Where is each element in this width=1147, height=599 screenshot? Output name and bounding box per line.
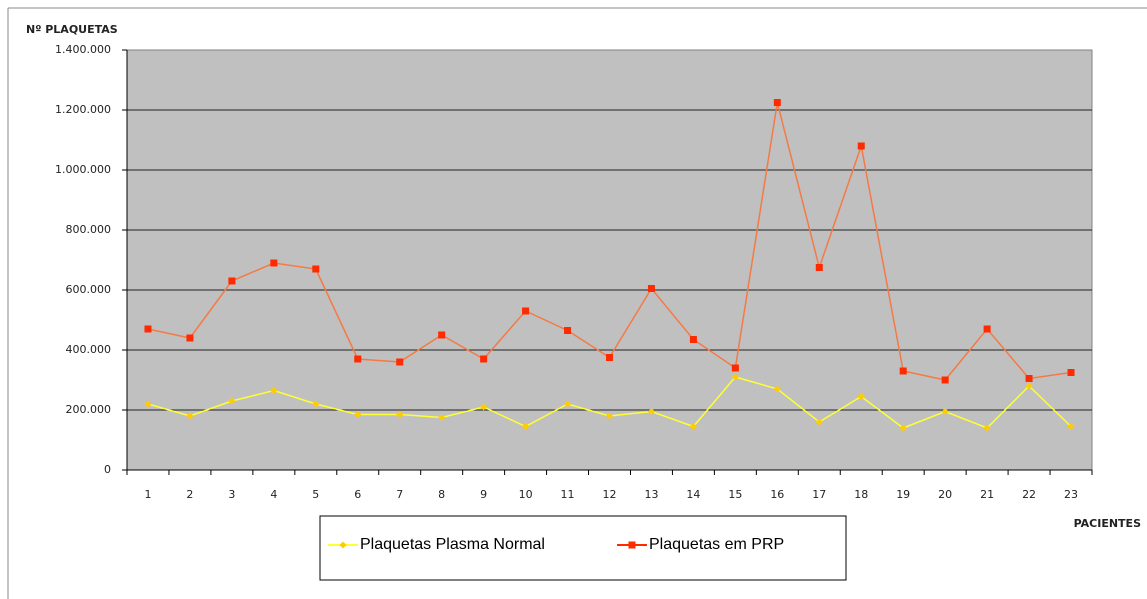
point	[312, 400, 320, 408]
point	[312, 265, 320, 273]
point	[270, 259, 278, 267]
point	[1025, 382, 1033, 390]
point	[354, 411, 362, 418]
point	[564, 400, 572, 408]
x-tick-label: 9	[480, 488, 487, 501]
x-tick-label: 12	[603, 488, 617, 501]
y-axis-title: Nº PLAQUETAS	[26, 23, 118, 36]
point	[228, 397, 236, 405]
point	[689, 336, 697, 343]
point	[815, 264, 823, 271]
y-tick-label: 1.000.000	[55, 163, 111, 176]
point	[773, 99, 781, 106]
point	[689, 423, 697, 430]
x-tick-label: 5	[312, 488, 319, 501]
x-axis-title: PACIENTES	[1074, 517, 1141, 530]
point	[647, 408, 655, 415]
x-tick-label: 18	[854, 488, 868, 501]
x-tick-label: 8	[438, 488, 445, 501]
x-tick-label: 23	[1064, 488, 1078, 501]
point	[606, 412, 613, 420]
point	[941, 376, 949, 384]
x-tick-label: 13	[644, 488, 658, 501]
x-tick-label: 17	[812, 488, 826, 501]
y-tick-label: 200.000	[66, 403, 112, 416]
point	[628, 541, 636, 549]
point	[983, 325, 991, 333]
point	[815, 418, 823, 426]
y-tick-label: 400.000	[66, 343, 112, 356]
point	[228, 277, 236, 285]
point	[941, 408, 949, 415]
y-tick-label: 1.200.000	[55, 103, 111, 116]
point	[773, 385, 781, 393]
x-tick-label: 15	[728, 488, 742, 501]
point	[270, 387, 278, 394]
x-tick-label: 4	[270, 488, 277, 501]
point	[1067, 423, 1075, 430]
point	[144, 400, 152, 408]
x-tick-label: 22	[1022, 488, 1036, 501]
point	[731, 364, 739, 372]
point	[480, 403, 488, 411]
x-tick-label: 19	[896, 488, 910, 501]
point	[1025, 375, 1033, 382]
point	[339, 541, 347, 549]
point	[522, 423, 530, 430]
x-tick-label: 6	[354, 488, 361, 501]
y-tick-label: 0	[104, 463, 111, 476]
x-tick-label: 16	[770, 488, 784, 501]
point	[186, 334, 194, 342]
point	[522, 307, 530, 315]
point	[438, 331, 446, 339]
point	[144, 325, 152, 333]
y-tick-label: 800.000	[66, 223, 112, 236]
x-tick-label: 10	[519, 488, 533, 501]
legend-label: Plaquetas Plasma Normal	[360, 536, 545, 553]
x-tick-label: 11	[561, 488, 575, 501]
point	[564, 327, 572, 334]
x-tick-label: 3	[228, 488, 235, 501]
legend-label: Plaquetas em PRP	[649, 536, 784, 553]
point	[438, 414, 446, 421]
y-tick-label: 600.000	[66, 283, 112, 296]
x-tick-label: 21	[980, 488, 994, 501]
point	[354, 355, 362, 363]
point	[606, 354, 613, 361]
point	[899, 367, 907, 375]
legend	[319, 515, 847, 581]
x-tick-label: 7	[396, 488, 403, 501]
point	[983, 424, 991, 432]
point	[480, 355, 488, 363]
point	[396, 411, 404, 418]
point	[186, 412, 194, 420]
point	[899, 424, 907, 432]
x-tick-label: 20	[938, 488, 952, 501]
x-tick-label: 14	[686, 488, 700, 501]
point	[1067, 369, 1075, 376]
x-tick-label: 2	[186, 488, 193, 501]
point	[857, 393, 865, 400]
x-tick-label: 1	[144, 488, 151, 501]
point	[857, 142, 865, 150]
point	[396, 358, 404, 366]
point	[731, 373, 739, 381]
point	[647, 285, 655, 292]
y-tick-label: 1.400.000	[55, 43, 111, 56]
